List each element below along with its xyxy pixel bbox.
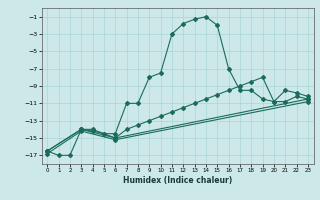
X-axis label: Humidex (Indice chaleur): Humidex (Indice chaleur) <box>123 176 232 185</box>
